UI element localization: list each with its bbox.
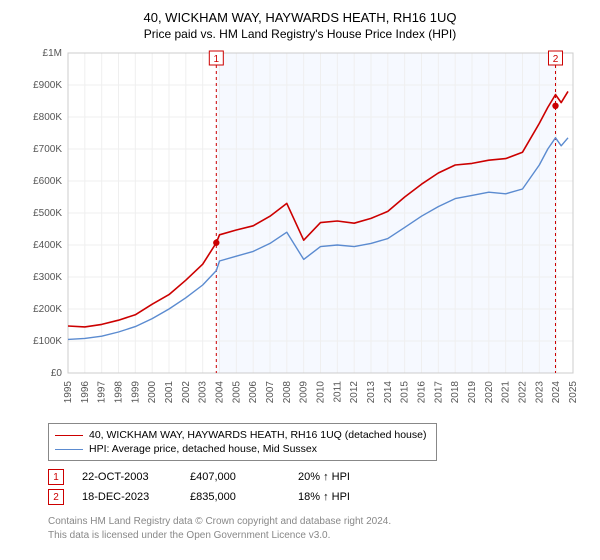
svg-text:1997: 1997 [97,381,108,404]
svg-text:2018: 2018 [450,381,461,404]
svg-text:£1M: £1M [43,48,62,59]
marker-pct: 20% ↑ HPI [298,471,388,483]
marker-date: 22-OCT-2003 [82,471,172,483]
marker-row: 2 18-DEC-2023 £835,000 18% ↑ HPI [48,487,600,507]
svg-text:2025: 2025 [568,381,579,404]
svg-text:2023: 2023 [534,381,545,404]
svg-text:2021: 2021 [501,381,512,404]
svg-text:1: 1 [214,54,220,65]
svg-text:2016: 2016 [417,381,428,404]
chart-plot-area: £0 £100K £200K £300K £400K £500K £600K £700K £80… [20,47,580,417]
marker-badge: 1 [48,469,64,485]
svg-text:2009: 2009 [299,381,310,404]
svg-text:2002: 2002 [181,381,192,404]
svg-text:2012: 2012 [349,381,360,404]
svg-text:£300K: £300K [33,272,62,283]
svg-text:£800K: £800K [33,112,62,123]
svg-text:1996: 1996 [80,381,91,404]
marker-row: 1 22-OCT-2003 £407,000 20% ↑ HPI [48,467,600,487]
svg-text:2010: 2010 [316,381,327,404]
svg-text:2006: 2006 [248,381,259,404]
svg-text:2014: 2014 [383,381,394,404]
svg-text:2005: 2005 [231,381,242,404]
svg-text:2: 2 [553,54,559,65]
svg-text:£500K: £500K [33,208,62,219]
svg-text:2011: 2011 [332,381,343,403]
svg-text:2007: 2007 [265,381,276,404]
chart-container: 40, WICKHAM WAY, HAYWARDS HEATH, RH16 1U… [0,0,600,560]
svg-text:2022: 2022 [518,381,529,404]
svg-text:£200K: £200K [33,304,62,315]
svg-text:1995: 1995 [63,381,74,404]
svg-text:2020: 2020 [484,381,495,404]
chart-subtitle: Price paid vs. HM Land Registry's House … [0,25,600,47]
svg-text:2015: 2015 [400,381,411,404]
legend-label: 40, WICKHAM WAY, HAYWARDS HEATH, RH16 1U… [89,429,426,441]
svg-text:1999: 1999 [130,381,141,404]
svg-text:2008: 2008 [282,381,293,404]
svg-text:£900K: £900K [33,80,62,91]
marker-pct: 18% ↑ HPI [298,491,388,503]
marker-badge: 2 [48,489,64,505]
legend-swatch [55,435,83,436]
legend-item: 40, WICKHAM WAY, HAYWARDS HEATH, RH16 1U… [55,428,426,442]
legend-label: HPI: Average price, detached house, Mid … [89,443,317,455]
svg-text:£400K: £400K [33,240,62,251]
legend-box: 40, WICKHAM WAY, HAYWARDS HEATH, RH16 1U… [48,423,437,461]
legend-swatch [55,449,83,450]
line-chart-svg: £0 £100K £200K £300K £400K £500K £600K £700K £80… [20,47,580,417]
svg-text:2004: 2004 [215,381,226,404]
marker-price: £835,000 [190,491,280,503]
svg-text:1998: 1998 [114,381,125,404]
legend-item: HPI: Average price, detached house, Mid … [55,442,426,456]
footer-line: This data is licensed under the Open Gov… [48,529,600,543]
svg-text:£0: £0 [51,368,63,379]
svg-text:2017: 2017 [433,381,444,404]
marker-table: 1 22-OCT-2003 £407,000 20% ↑ HPI 2 18-DEC-202… [48,467,600,507]
svg-text:£100K: £100K [33,336,62,347]
svg-text:2019: 2019 [467,381,478,404]
svg-text:2000: 2000 [147,381,158,404]
svg-text:2024: 2024 [551,381,562,404]
footer-line: Contains HM Land Registry data © Crown c… [48,515,600,529]
chart-title: 40, WICKHAM WAY, HAYWARDS HEATH, RH16 1U… [0,0,600,25]
marker-price: £407,000 [190,471,280,483]
svg-text:2003: 2003 [198,381,209,404]
svg-text:2001: 2001 [164,381,175,404]
footer-attribution: Contains HM Land Registry data © Crown c… [48,515,600,542]
marker-date: 18-DEC-2023 [82,491,172,503]
svg-text:£600K: £600K [33,176,62,187]
svg-text:£700K: £700K [33,144,62,155]
svg-text:2013: 2013 [366,381,377,404]
